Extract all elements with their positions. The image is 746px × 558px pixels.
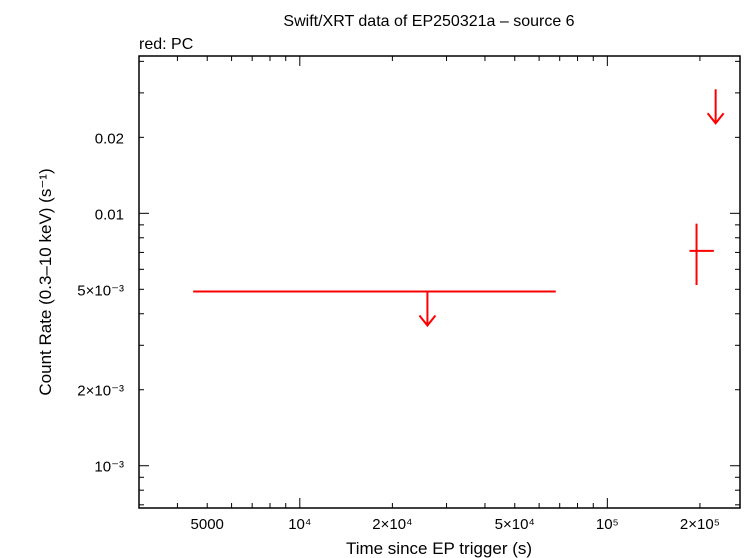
x-tick-label: 5×10⁴ [495, 516, 535, 533]
y-tick-label: 10⁻³ [94, 459, 124, 476]
upper-limit-arrowhead [706, 112, 725, 125]
chart-title: Swift/XRT data of EP250321a – source 6 [283, 13, 574, 30]
x-axis-label: Time since EP trigger (s) [346, 539, 532, 558]
x-tick-label: 10⁴ [288, 516, 311, 533]
chart-subtitle: red: PC [139, 36, 193, 53]
x-tick-label: 10⁵ [596, 516, 619, 533]
y-tick-label: 5×10⁻³ [77, 282, 124, 299]
axis-ticks: 5000 10⁴ 2×10⁴ 5×10⁴ 10⁵ 2×10⁵ 10⁻³ 2×10⁻³ 5×10⁻… [77, 56, 740, 533]
data-marks [193, 89, 725, 328]
y-tick-label: 0.02 [95, 130, 124, 147]
y-tick-label: 0.01 [95, 206, 124, 223]
x-tick-label: 2×10⁴ [372, 516, 412, 533]
x-tick-label: 5000 [191, 516, 224, 533]
y-tick-label: 2×10⁻³ [77, 383, 124, 400]
upper-limit-arrowhead [418, 314, 437, 328]
y-axis-label: Count Rate (0.3–10 keV) (s⁻¹) [36, 168, 55, 395]
x-tick-label: 2×10⁵ [680, 516, 720, 533]
plot-frame [138, 55, 741, 509]
